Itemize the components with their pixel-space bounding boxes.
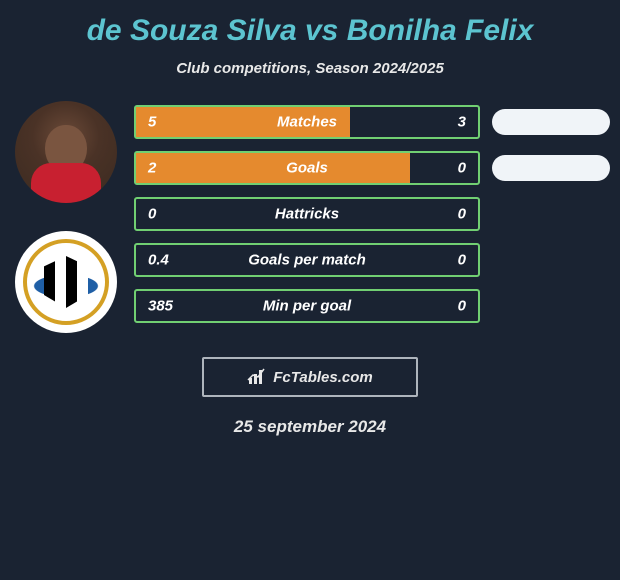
stats-column: 5 3 Matches 2 0 Goals 0 0 Hattricks 0.4 0 Goals per… [134, 99, 480, 323]
stat-value-right: 0 [458, 160, 466, 177]
stat-row: 385 0 Min per goal [134, 289, 480, 323]
pill-slot [492, 289, 610, 323]
stat-bar: 385 0 Min per goal [134, 289, 480, 323]
attribution-label: FcTables.com [273, 369, 372, 386]
stat-bar: 0 0 Hattricks [134, 197, 480, 231]
stat-label: Goals [286, 160, 328, 177]
indicator-pill [492, 155, 610, 181]
comparison-card: de Souza Silva vs Bonilha Felix Club com… [0, 0, 620, 445]
indicator-pill [492, 109, 610, 135]
page-title: de Souza Silva vs Bonilha Felix [10, 14, 610, 48]
stat-value-right: 0 [458, 206, 466, 223]
stat-value-right: 0 [458, 252, 466, 269]
stat-label: Min per goal [263, 298, 351, 315]
page-subtitle: Club competitions, Season 2024/2025 [10, 60, 610, 77]
stat-value-left: 385 [148, 298, 173, 315]
stat-bar: 5 3 Matches [134, 105, 480, 139]
stat-label: Matches [277, 114, 337, 131]
stat-label: Goals per match [248, 252, 366, 269]
pill-slot [492, 151, 610, 185]
stat-value-right: 3 [458, 114, 466, 131]
stat-value-right: 0 [458, 298, 466, 315]
content-row: 5 3 Matches 2 0 Goals 0 0 Hattricks 0.4 0 Goals per… [10, 99, 610, 333]
stat-bar: 2 0 Goals [134, 151, 480, 185]
stat-value-left: 0.4 [148, 252, 169, 269]
avatars-column [10, 99, 122, 333]
stat-row: 5 3 Matches [134, 105, 480, 139]
stat-value-left: 0 [148, 206, 156, 223]
indicator-column [492, 99, 610, 323]
player-2-badge [15, 231, 117, 333]
date-label: 25 september 2024 [10, 417, 610, 437]
stat-row: 2 0 Goals [134, 151, 480, 185]
bar-fill-left [136, 153, 410, 183]
pill-slot [492, 105, 610, 139]
pill-slot [492, 197, 610, 231]
stat-value-left: 5 [148, 114, 156, 131]
attribution-box: FcTables.com [202, 357, 418, 397]
chart-icon [247, 368, 267, 386]
player-1-avatar [15, 101, 117, 203]
stat-value-left: 2 [148, 160, 156, 177]
pill-slot [492, 243, 610, 277]
stat-row: 0.4 0 Goals per match [134, 243, 480, 277]
stat-row: 0 0 Hattricks [134, 197, 480, 231]
stat-bar: 0.4 0 Goals per match [134, 243, 480, 277]
stat-label: Hattricks [275, 206, 339, 223]
